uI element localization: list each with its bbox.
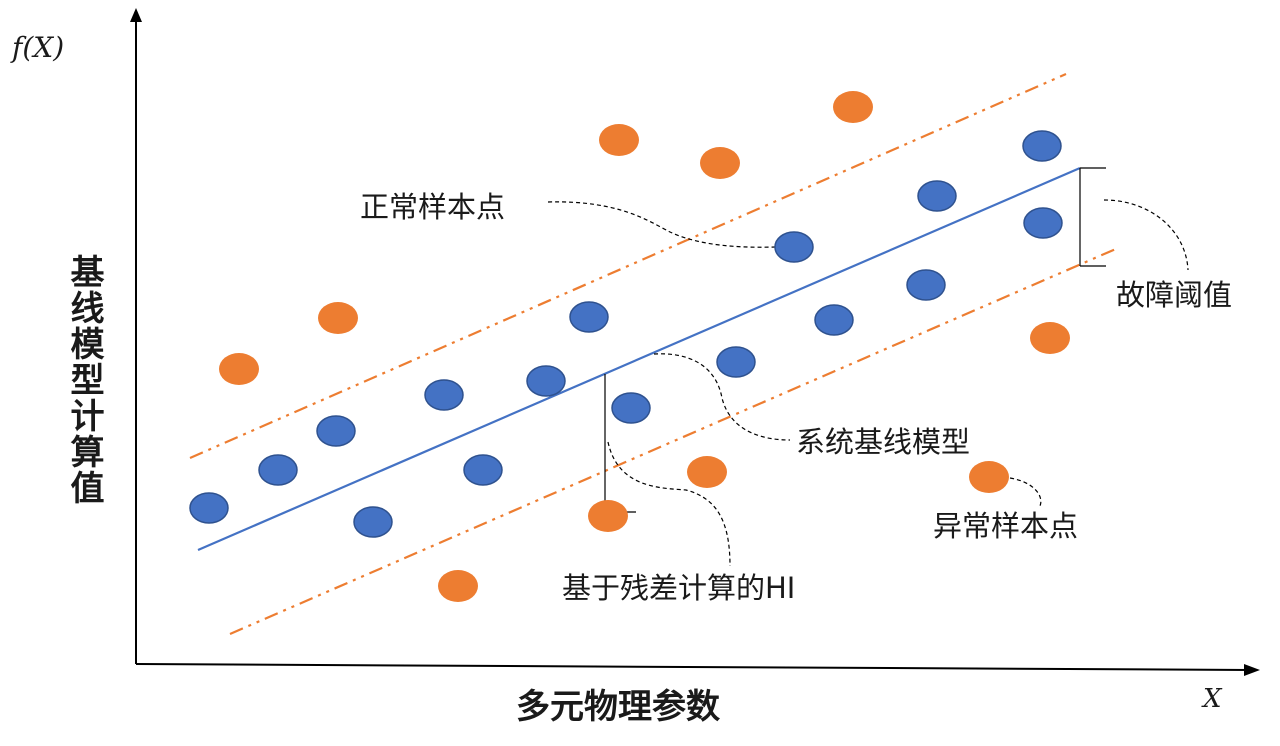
- baseline-model-line: [197, 166, 1081, 552]
- normal-point: [611, 392, 651, 424]
- abnormal-points: [219, 91, 1070, 602]
- y-axis-arrow: [130, 8, 142, 22]
- label-fault-threshold: 故障阈值: [1116, 278, 1232, 312]
- y-axis-title: 基线模型计算值: [64, 254, 104, 506]
- leader-abnormal-samples: [1009, 477, 1042, 507]
- normal-point: [917, 180, 957, 212]
- normal-point: [353, 506, 393, 538]
- normal-point: [463, 454, 503, 486]
- normal-point: [526, 365, 566, 397]
- abnormal-point: [588, 500, 628, 532]
- x-axis: [135, 663, 1251, 671]
- normal-point: [258, 454, 298, 486]
- abnormal-point: [599, 124, 639, 156]
- leader-residual-hi: [607, 441, 731, 567]
- x-axis-title: 多元物理参数: [516, 687, 720, 727]
- normal-point: [316, 415, 356, 447]
- normal-point: [1022, 130, 1062, 162]
- normal-point: [814, 304, 854, 336]
- normal-point: [774, 231, 814, 263]
- label-baseline-model: 系统基线模型: [796, 425, 970, 459]
- normal-point: [569, 301, 609, 333]
- normal-point: [906, 269, 946, 301]
- leader-baseline-model: [653, 353, 791, 441]
- x-variable-label: X: [1201, 684, 1223, 714]
- y-variable-label: f(X): [10, 31, 64, 64]
- normal-points: [189, 130, 1063, 538]
- normal-point: [189, 492, 229, 524]
- x-axis-arrow: [1244, 664, 1260, 676]
- abnormal-point: [700, 147, 740, 179]
- abnormal-point: [833, 91, 873, 123]
- abnormal-point: [969, 461, 1009, 493]
- abnormal-point: [687, 456, 727, 488]
- abnormal-point: [438, 570, 478, 602]
- normal-point: [424, 379, 464, 411]
- normal-point: [716, 346, 756, 378]
- lower-threshold-line: [229, 246, 1119, 636]
- normal-point: [1023, 207, 1063, 239]
- label-normal-samples: 正常样本点: [360, 190, 505, 224]
- label-residual-hi: 基于残差计算的HI: [562, 571, 795, 605]
- label-abnormal-samples: 异常样本点: [933, 509, 1078, 543]
- leader-fault-threshold: [1103, 199, 1189, 271]
- leader-normal-samples: [547, 201, 777, 248]
- upper-threshold-line: [189, 72, 1067, 460]
- abnormal-point: [318, 302, 358, 334]
- abnormal-point: [1030, 322, 1070, 354]
- abnormal-point: [219, 353, 259, 385]
